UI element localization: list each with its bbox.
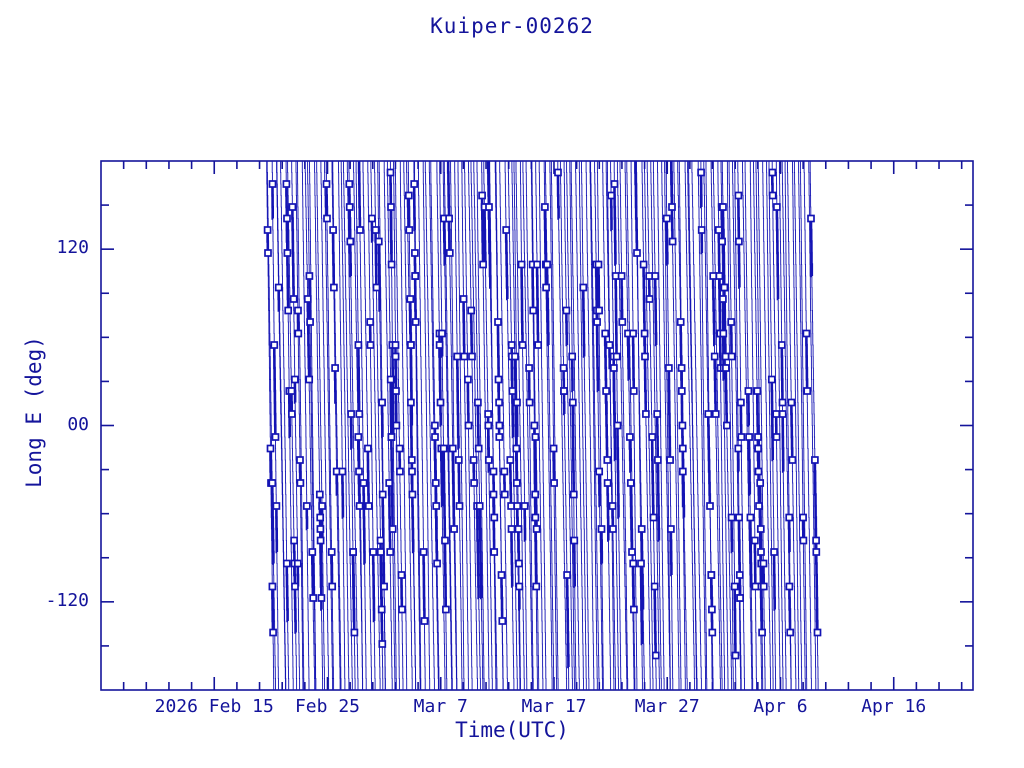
x-tick-label: Feb 25 — [294, 696, 360, 717]
x-axis-title: Time(UTC) — [455, 718, 569, 742]
x-tick-label: Mar 7 — [413, 696, 468, 717]
x-tick-label: 2026 Feb 15 — [154, 696, 274, 717]
x-tick-label: Mar 17 — [521, 696, 587, 717]
x-tick-label: Apr 16 — [861, 696, 927, 717]
x-tick-label: Mar 27 — [634, 696, 700, 717]
y-tick-label: 00 — [67, 413, 89, 435]
y-tick-label: -120 — [45, 589, 89, 611]
chart-title: Kuiper-00262 — [430, 14, 594, 38]
x-tick-label: Apr 6 — [753, 696, 808, 717]
y-tick-label: 120 — [56, 237, 89, 259]
